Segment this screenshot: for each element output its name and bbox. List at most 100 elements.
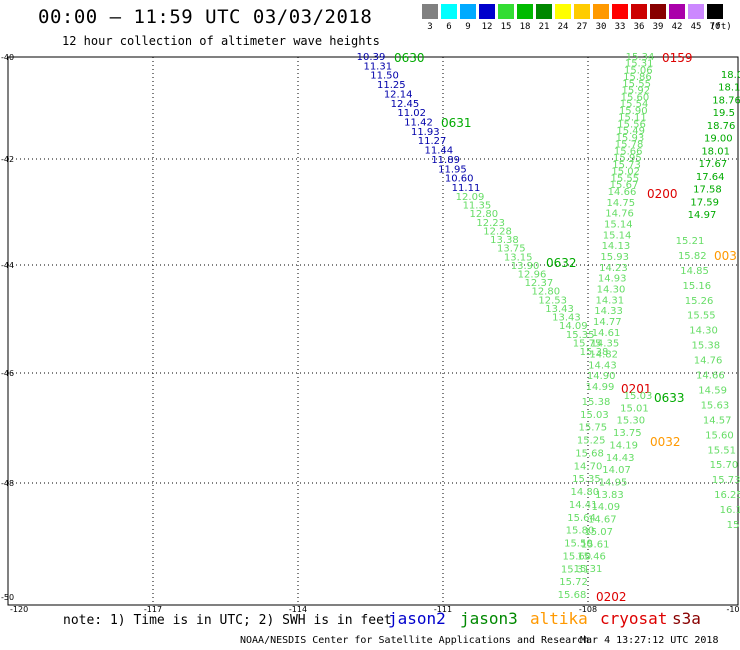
swh-value-jason3: 14.75 xyxy=(606,198,635,209)
swh-value-jason3: 14.59 xyxy=(698,385,727,396)
swh-value-jason3: 19.5 xyxy=(713,108,735,119)
swh-value-jason3: 15.55 xyxy=(611,173,640,184)
swh-value-jason3: 15.63 xyxy=(701,400,730,411)
swh-value-jason3: 15.01 xyxy=(620,403,649,414)
swh-value-jason3: 14.19 xyxy=(609,440,638,451)
swh-value-jason2: 10.60 xyxy=(445,174,474,185)
swh-value-jason2: 11.50 xyxy=(370,71,399,82)
swh-value-jason3: 16.1 xyxy=(720,505,740,516)
swh-value-jason3: 15.46 xyxy=(577,552,606,563)
scale-swatch xyxy=(460,4,476,19)
swh-value-jason3: 14.82 xyxy=(589,350,618,361)
scale-label: 6 xyxy=(446,22,452,32)
map-subtitle: 12 hour collection of altimeter wave hei… xyxy=(62,34,380,48)
track-time-label: 0630 xyxy=(394,51,425,65)
scale-label: 42 xyxy=(671,22,683,32)
swh-value-jason3: 13.38 xyxy=(490,235,519,246)
swh-value-jason3: 15.80 xyxy=(566,526,595,537)
scale-label: 33 xyxy=(614,22,626,32)
swh-value-jason3: 12.80 xyxy=(469,209,498,220)
swh-value-jason3: 14.80 xyxy=(570,487,599,498)
swh-value-jason3: 15.68 xyxy=(558,590,587,601)
swh-value-jason2: 11.31 xyxy=(363,61,392,72)
legend-cryosat: cryosat xyxy=(600,609,668,628)
scale-label: 21 xyxy=(538,22,550,32)
swh-value-jason3: 15.66 xyxy=(614,146,643,157)
swh-value-jason3: 14.90 xyxy=(587,371,616,382)
swh-value-jason3: 14.76 xyxy=(694,356,723,367)
scale-label: 39 xyxy=(652,22,664,32)
scale-label: 70 xyxy=(709,22,721,32)
swh-value-jason3: 15.16 xyxy=(682,281,711,292)
swh-value-jason2: 11.93 xyxy=(411,127,440,138)
scale-label: 12 xyxy=(481,22,493,32)
swh-value-jason3: 14.97 xyxy=(688,210,717,221)
scale-swatch xyxy=(536,4,552,19)
scale-swatch xyxy=(498,4,514,19)
track-time-label: 0631 xyxy=(441,116,472,130)
swh-value-jason3: 15.93 xyxy=(616,133,645,144)
swh-value-jason3: 18.76 xyxy=(712,95,740,106)
swh-value-jason3: 15.72 xyxy=(559,577,588,588)
credit-line: NOAA/NESDIS Center for Satellite Applica… xyxy=(240,635,590,646)
swh-value-jason3: 14.30 xyxy=(689,326,718,337)
latitude-tick-label: -50 xyxy=(1,593,14,602)
swh-value-jason3: 15 xyxy=(727,520,740,531)
swh-value-jason3: 14.07 xyxy=(602,465,631,476)
latitude-tick-label: -48 xyxy=(1,479,14,488)
scale-unit: (ft) xyxy=(710,22,732,32)
scale-label: 36 xyxy=(633,22,645,32)
swh-value-jason3: 15.31 xyxy=(574,564,603,575)
swh-value-jason3: 15.35 xyxy=(572,474,601,485)
swh-value-jason2: 11.25 xyxy=(377,80,406,91)
swh-value-jason3: 14.67 xyxy=(588,515,617,526)
swh-value-jason3: 15.54 xyxy=(620,99,649,110)
scale-swatch xyxy=(422,4,438,19)
swh-value-jason3: 15.73 xyxy=(712,475,740,486)
swh-value-jason2: 12.14 xyxy=(384,89,413,100)
swh-value-jason3: 14.95 xyxy=(599,478,628,489)
wave-height-observations: 10.3911.3111.5011.2512.1412.4511.0211.42… xyxy=(357,51,740,604)
swh-value-jason2: 10.39 xyxy=(357,52,386,63)
swh-value-jason3: 14.31 xyxy=(595,295,624,306)
swh-value-jason3: 14.43 xyxy=(606,453,635,464)
swh-value-jason3: 15.60 xyxy=(705,430,734,441)
swh-value-jason3: 15.35 xyxy=(566,330,595,341)
scale-swatch xyxy=(669,4,685,19)
swh-value-jason3: 15.03 xyxy=(580,410,609,421)
swh-value-jason3: 12.28 xyxy=(483,226,512,237)
scale-label: 45 xyxy=(690,22,702,32)
swh-value-jason3: 15.93 xyxy=(600,252,629,263)
swh-value-jason3: 15.86 xyxy=(623,72,652,83)
legend-s3a: s3a xyxy=(672,609,701,628)
scale-swatch xyxy=(688,4,704,19)
swh-value-jason3: 15.11 xyxy=(618,113,647,124)
swh-value-jason3: 15.07 xyxy=(584,527,613,538)
swh-value-jason3: 15.49 xyxy=(616,126,645,137)
longitude-tick-label: -111 xyxy=(434,605,452,614)
swh-value-jason3: 14.41 xyxy=(569,500,598,511)
swh-value-jason3: 12.23 xyxy=(476,218,505,229)
swh-value-jason3: 15.25 xyxy=(577,436,606,447)
scale-label: 24 xyxy=(557,22,569,32)
swh-value-jason3: 12.37 xyxy=(525,278,554,289)
swh-value-jason2: 11.42 xyxy=(404,118,433,129)
latitude-tick-label: -46 xyxy=(1,369,14,378)
footnote: note: 1) Time is in UTC; 2) SWH is in fe… xyxy=(63,613,392,628)
swh-value-jason3: 15.60 xyxy=(621,92,650,103)
swh-value-jason3: 16.25 xyxy=(714,490,740,501)
swh-value-jason3: 17.58 xyxy=(693,185,722,196)
swh-value-jason3: 11.35 xyxy=(463,201,492,212)
swh-value-jason3: 15.06 xyxy=(624,65,653,76)
scale-swatch xyxy=(650,4,666,19)
track-time-label: 0202 xyxy=(596,590,627,604)
swh-value-jason3: 14.85 xyxy=(680,266,709,277)
swh-value-jason3: 15.38 xyxy=(580,347,609,358)
map-title: 00:00 – 11:59 UTC 03/03/2018 xyxy=(38,6,373,28)
swh-value-jason3: 14.76 xyxy=(605,209,634,220)
swh-value-jason3: 14.33 xyxy=(594,306,623,317)
swh-value-jason3: 13.15 xyxy=(504,252,533,263)
swh-value-jason3: 15.21 xyxy=(676,236,705,247)
swh-value-jason3: 15.38 xyxy=(692,341,721,352)
